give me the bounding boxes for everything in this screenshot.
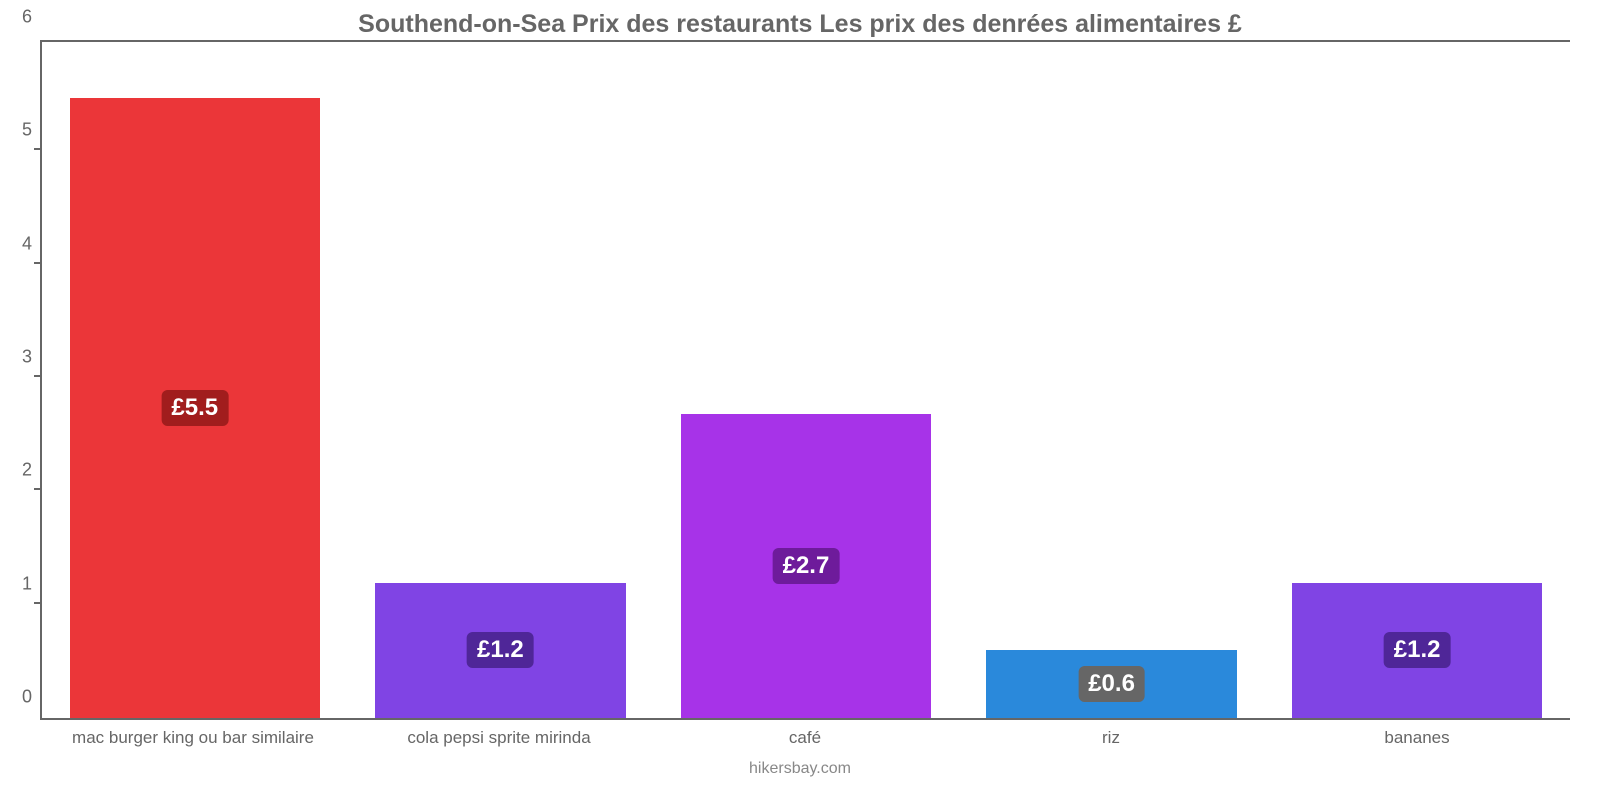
bar-slot: £1.2 <box>1264 42 1570 718</box>
x-axis-label: bananes <box>1264 728 1570 748</box>
y-tick-mark <box>34 148 42 150</box>
y-tick-label: 1 <box>22 573 42 594</box>
y-tick-mark <box>34 488 42 490</box>
x-axis-labels: mac burger king ou bar similairecola pep… <box>40 728 1570 748</box>
y-tick-label: 0 <box>22 687 42 708</box>
y-tick-label: 5 <box>22 120 42 141</box>
bar-value-label: £1.2 <box>1384 632 1451 668</box>
y-tick-label: 6 <box>22 7 42 28</box>
y-tick-mark <box>34 375 42 377</box>
bar-value-label: £5.5 <box>161 390 228 426</box>
bar-value-label: £0.6 <box>1078 666 1145 702</box>
bar: £5.5 <box>70 98 321 718</box>
price-bar-chart: Southend-on-Sea Prix des restaurants Les… <box>0 0 1600 800</box>
chart-footer: hikersbay.com <box>0 760 1600 778</box>
x-axis-label: café <box>652 728 958 748</box>
bar-slot: £2.7 <box>653 42 959 718</box>
x-axis-label: riz <box>958 728 1264 748</box>
x-axis-label: cola pepsi sprite mirinda <box>346 728 652 748</box>
bars-row: £5.5 £1.2 £2.7 £0.6 £1.2 <box>42 42 1570 718</box>
plot-area: £5.5£1.2£2.7£0.6£1.2 0123456 <box>40 40 1570 720</box>
bar: £1.2 <box>375 583 626 718</box>
bar-slot: £1.2 <box>348 42 654 718</box>
y-tick-label: 4 <box>22 233 42 254</box>
bar-slot: £5.5 <box>42 42 348 718</box>
bar-value-label: £2.7 <box>773 548 840 584</box>
bar: £1.2 <box>1292 583 1543 718</box>
bar: £0.6 <box>986 650 1237 718</box>
bar: £2.7 <box>681 414 932 718</box>
bar-value-label: £1.2 <box>467 632 534 668</box>
y-tick-label: 2 <box>22 460 42 481</box>
y-tick-label: 3 <box>22 347 42 368</box>
y-tick-mark <box>34 602 42 604</box>
bar-slot: £0.6 <box>959 42 1265 718</box>
y-tick-mark <box>34 262 42 264</box>
chart-title: Southend-on-Sea Prix des restaurants Les… <box>0 10 1600 39</box>
x-axis-label: mac burger king ou bar similaire <box>40 728 346 748</box>
